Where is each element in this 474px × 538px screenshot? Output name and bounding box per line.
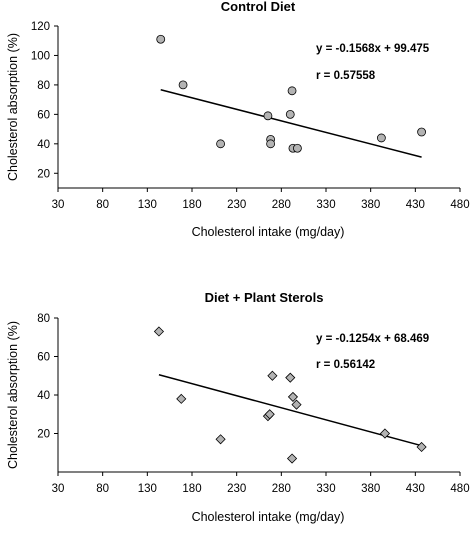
x-tick-label: 30 <box>52 483 65 495</box>
x-tick-label: 330 <box>316 199 335 211</box>
data-point <box>286 453 298 464</box>
y-tick-label: 20 <box>37 168 50 180</box>
x-tick-labels: 30 80 130 180 230 280 330 380 430 480 <box>52 188 470 211</box>
x-tick-labels: 30 80 130 180 230 280 330 380 430 480 <box>52 472 470 495</box>
data-points <box>153 326 427 464</box>
x-tick-label: 180 <box>182 199 201 211</box>
y-tick-label: 100 <box>31 50 50 62</box>
regression-equation: y = -0.1568x + 99.475 <box>316 43 430 55</box>
x-tick-label: 80 <box>96 483 109 495</box>
x-tick-label: 230 <box>227 199 246 211</box>
x-axis-label: Cholesterol intake (mg/day) <box>192 510 345 524</box>
y-tick-labels: 20 40 60 80 <box>37 313 58 441</box>
chart-title: Diet + Plant Sterols <box>205 290 324 305</box>
data-point <box>285 372 296 383</box>
x-tick-label: 130 <box>138 199 157 211</box>
x-tick-label: 280 <box>272 483 291 495</box>
x-tick-label: 130 <box>138 483 157 495</box>
x-tick-label: 480 <box>450 199 469 211</box>
data-points <box>156 34 426 153</box>
data-point <box>156 34 166 44</box>
y-tick-label: 80 <box>37 80 50 92</box>
y-axis-label: Cholesterol absorption (%) <box>6 321 20 469</box>
x-tick-label: 80 <box>96 199 109 211</box>
x-tick-label: 330 <box>316 483 335 495</box>
data-point <box>176 393 187 404</box>
x-tick-label: 230 <box>227 483 246 495</box>
y-axis-label: Cholesterol absorption (%) <box>6 33 20 181</box>
y-tick-label: 40 <box>37 390 50 402</box>
data-point <box>267 370 278 381</box>
chart-diet-plant-sterols: Diet + Plant Sterols 20 40 60 80 30 80 130 180… <box>6 290 470 524</box>
regression-equation: y = -0.1254x + 68.469 <box>316 333 429 345</box>
y-tick-label: 60 <box>37 109 50 121</box>
x-tick-label: 480 <box>450 483 469 495</box>
data-point <box>287 86 297 96</box>
data-point <box>264 409 275 420</box>
y-tick-label: 80 <box>37 313 50 325</box>
x-tick-label: 280 <box>272 199 291 211</box>
x-tick-label: 430 <box>406 483 425 495</box>
data-point <box>263 111 273 121</box>
correlation-coefficient: r = 0.56142 <box>316 359 375 371</box>
data-point <box>266 139 276 149</box>
data-point <box>285 109 295 119</box>
x-tick-label: 180 <box>182 483 201 495</box>
x-tick-label: 30 <box>52 199 65 211</box>
y-tick-label: 120 <box>31 21 50 33</box>
data-point <box>216 139 225 149</box>
x-tick-label: 380 <box>361 483 380 495</box>
x-axis-label: Cholesterol intake (mg/day) <box>192 225 345 239</box>
data-point <box>153 326 165 337</box>
trendline <box>160 88 422 158</box>
data-point <box>291 399 302 410</box>
x-tick-label: 430 <box>406 199 425 211</box>
data-point <box>178 80 188 90</box>
data-point <box>376 133 386 143</box>
data-point <box>379 428 391 439</box>
data-point <box>287 391 299 402</box>
y-tick-labels: 20 40 60 80 100 120 <box>31 21 58 180</box>
data-point <box>215 434 226 445</box>
data-point <box>417 127 426 137</box>
data-point <box>293 143 302 153</box>
trendline <box>158 373 422 447</box>
chart-control-diet: Control Diet 20 40 60 80 100 120 30 80 130 180 23… <box>6 0 470 239</box>
chart-title: Control Diet <box>221 0 296 14</box>
x-tick-label: 380 <box>361 199 380 211</box>
y-tick-label: 20 <box>37 429 50 441</box>
data-point <box>416 441 427 453</box>
y-tick-label: 40 <box>37 139 50 151</box>
y-tick-label: 60 <box>37 352 50 364</box>
correlation-coefficient: r = 0.57558 <box>316 70 376 82</box>
